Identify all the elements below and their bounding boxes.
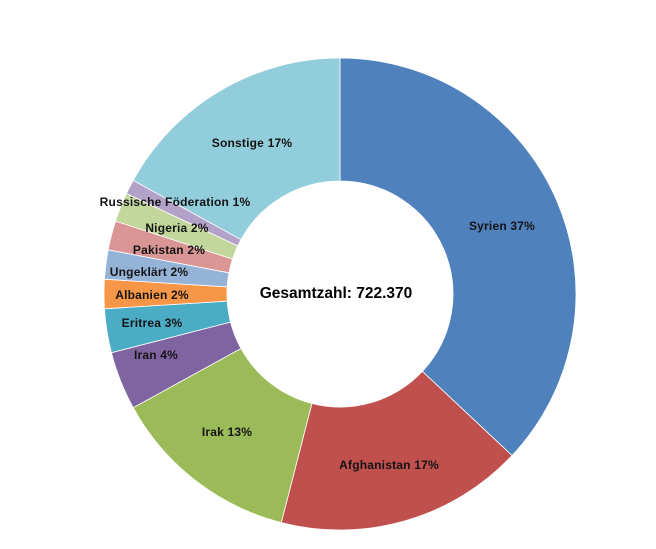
slice-label-sonstige: Sonstige 17% bbox=[211, 136, 293, 150]
slice-label-nigeria: Nigeria 2% bbox=[145, 221, 209, 235]
chart-total-label: Gesamtzahl: 722.370 bbox=[259, 285, 413, 302]
slice-label-syrien: Syrien 37% bbox=[468, 219, 536, 233]
slice-label-afghanistan: Afghanistan 17% bbox=[339, 458, 439, 472]
slice-label-ungekl-rt: Ungeklärt 2% bbox=[109, 265, 189, 279]
donut-slices bbox=[103, 57, 577, 531]
slice-label-albanien: Albanien 2% bbox=[115, 288, 189, 302]
slice-label-russische-f-deration: Russische Föderation 1% bbox=[99, 195, 251, 209]
donut-slice-syrien bbox=[339, 57, 577, 457]
donut-slice-irak bbox=[132, 347, 313, 524]
slice-label-pakistan: Pakistan 2% bbox=[132, 243, 206, 257]
donut-slice-afghanistan bbox=[280, 370, 513, 531]
slice-label-iran: Iran 4% bbox=[133, 348, 179, 362]
slice-label-eritrea: Eritrea 3% bbox=[121, 316, 183, 330]
donut-slice-sonstige bbox=[132, 57, 341, 241]
slice-label-irak: Irak 13% bbox=[201, 425, 253, 439]
